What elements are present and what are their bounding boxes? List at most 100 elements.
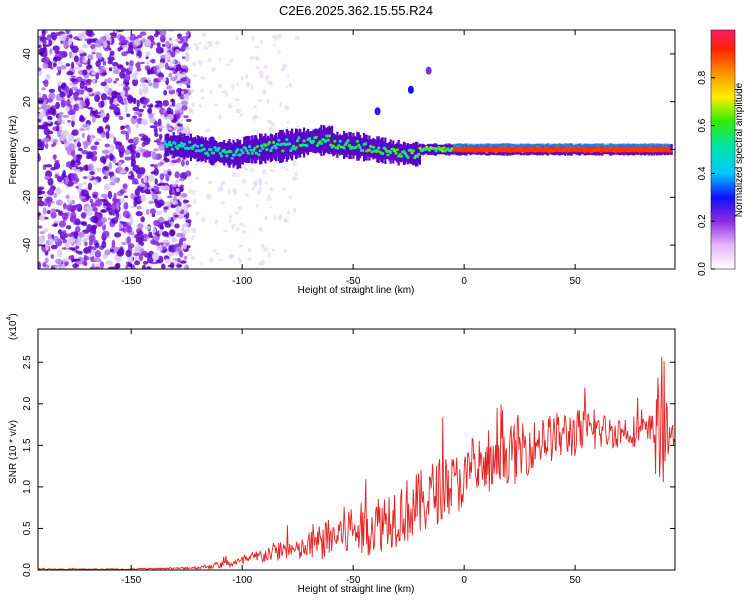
faint-noise-mark — [215, 40, 220, 46]
line-core-mark — [338, 139, 343, 143]
noise-mark — [126, 225, 133, 233]
line-core-mark — [291, 144, 296, 148]
noise-mark — [79, 80, 85, 90]
noise-mark — [69, 96, 74, 103]
line-core-mark — [319, 141, 324, 145]
noise-mark — [38, 112, 45, 117]
noise-mark — [52, 45, 60, 52]
noise-mark — [80, 221, 85, 225]
noise-mark — [81, 132, 86, 138]
faint-noise-mark — [270, 122, 276, 127]
faint-noise-mark — [261, 169, 267, 175]
noise-mark — [132, 78, 139, 87]
faint-noise-mark — [218, 83, 223, 89]
faint-noise-mark — [242, 166, 246, 170]
faint-noise-mark — [266, 119, 272, 124]
noise-mark — [174, 258, 178, 262]
noise-mark — [67, 110, 75, 116]
noise-mark — [148, 200, 155, 205]
noise-mark — [162, 240, 170, 244]
faint-noise-mark — [263, 246, 269, 253]
line-halo-mark — [329, 127, 332, 153]
noise-mark — [90, 145, 98, 151]
noise-mark — [142, 105, 146, 109]
noise-mark — [74, 66, 82, 70]
line-core-mark — [247, 145, 252, 149]
line-halo-mark — [330, 125, 334, 155]
noise-mark — [57, 249, 63, 258]
line-halo-mark — [241, 143, 244, 165]
noise-mark — [60, 83, 66, 89]
faint-noise-mark — [192, 61, 197, 66]
noise-mark — [73, 55, 80, 63]
snr-panel: -150 -100 -50 0 50 0.0 0.5 1.0 1.5 2.0 2.5 Height… — [6, 313, 676, 595]
noise-mark — [136, 34, 143, 39]
noise-mark — [53, 235, 59, 243]
noise-mark — [153, 219, 160, 227]
line-halo-mark — [305, 130, 308, 154]
line-core-mark — [198, 149, 203, 153]
noise-mark — [89, 171, 96, 176]
noise-mark — [95, 51, 100, 59]
noise-mark — [150, 239, 156, 245]
noise-mark — [120, 130, 128, 135]
noise-mark — [140, 178, 145, 184]
noise-mark — [146, 255, 154, 264]
noise-mark — [73, 104, 77, 110]
noise-mark — [52, 62, 57, 68]
y-tick-label: 2.0 — [22, 396, 33, 410]
line-core-mark — [297, 136, 301, 140]
noise-mark — [104, 249, 111, 256]
noise-mark — [112, 158, 117, 164]
line-core-mark — [367, 148, 372, 152]
noise-mark — [168, 72, 173, 78]
noise-mark — [141, 264, 146, 269]
noise-mark — [185, 31, 189, 37]
noise-mark — [80, 211, 87, 219]
faint-noise-mark — [207, 41, 213, 48]
noise-mark — [132, 97, 137, 105]
noise-mark — [48, 88, 56, 93]
noise-mark — [170, 204, 177, 209]
colorbar-label: Normalized spectral amplitude — [734, 82, 745, 217]
faint-noise-mark — [282, 187, 287, 191]
noise-mark — [75, 62, 82, 65]
faint-noise-mark — [179, 206, 182, 212]
noise-mark — [49, 48, 53, 55]
noise-mark — [101, 149, 110, 154]
faint-noise-mark — [288, 195, 292, 200]
noise-mark — [60, 99, 66, 108]
line-halo-mark — [293, 132, 296, 156]
noise-mark — [115, 202, 120, 211]
noise-mark — [118, 162, 122, 168]
line-halo-mark — [334, 135, 338, 155]
spectrogram-x-axis-label: Height of straight line (km) — [298, 285, 415, 296]
noise-mark — [92, 194, 98, 199]
faint-noise-mark — [277, 33, 282, 39]
noise-mark — [105, 131, 110, 140]
noise-mark — [92, 107, 97, 111]
noise-mark — [159, 160, 166, 163]
noise-mark — [180, 45, 187, 51]
line-halo-mark — [279, 130, 282, 163]
faint-noise-mark — [179, 109, 182, 114]
noise-mark — [60, 65, 67, 70]
line-halo-mark — [368, 135, 371, 161]
line-core-mark — [358, 145, 363, 149]
line-core-mark — [253, 146, 257, 150]
noise-mark — [125, 61, 129, 66]
faint-noise-mark — [165, 259, 172, 264]
faint-noise-mark — [214, 218, 219, 225]
faint-noise-mark — [178, 73, 183, 79]
noise-mark — [137, 146, 143, 150]
noise-mark — [41, 87, 46, 91]
faint-noise-mark — [286, 120, 290, 124]
line-core-mark — [200, 144, 204, 148]
faint-noise-mark — [200, 88, 205, 93]
faint-noise-mark — [168, 127, 173, 131]
faint-noise-mark — [225, 63, 231, 67]
line-halo-mark — [382, 141, 386, 160]
line-core-mark — [225, 154, 229, 158]
line-core-mark — [211, 151, 216, 155]
